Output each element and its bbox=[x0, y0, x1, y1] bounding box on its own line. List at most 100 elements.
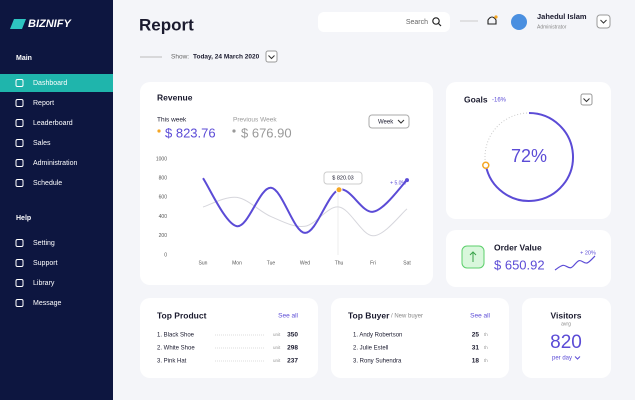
line-series bbox=[202, 177, 408, 234]
goals-card bbox=[446, 82, 611, 219]
nav-item[interactable]: Setting bbox=[33, 240, 55, 247]
highlight-point bbox=[335, 186, 343, 194]
top-buyer-card bbox=[331, 298, 509, 378]
row-count: 31 bbox=[472, 345, 480, 352]
nav-item[interactable]: Support bbox=[33, 260, 58, 267]
visitors-value: 820 bbox=[550, 332, 582, 353]
card-title: Revenue bbox=[157, 92, 193, 102]
row-count: 237 bbox=[287, 358, 298, 365]
row-name: 1. Andy Robertson bbox=[353, 333, 402, 339]
nav-item[interactable]: Leaderboard bbox=[33, 120, 73, 127]
row-unit: unit bbox=[273, 332, 281, 337]
goals-dropdown[interactable] bbox=[580, 93, 593, 106]
x-tick-label: Wed bbox=[300, 260, 310, 266]
y-tick-label: 0 bbox=[164, 252, 167, 258]
chevron bbox=[600, 19, 607, 24]
sidebar bbox=[0, 0, 113, 400]
user-name: Jahedul Islam bbox=[537, 12, 587, 21]
visitors-card bbox=[522, 298, 611, 378]
visitors-period: per day bbox=[552, 356, 572, 362]
row-unit: unit bbox=[273, 358, 281, 363]
row-name: 3. Pink Hat bbox=[157, 359, 187, 365]
nav-icon bbox=[15, 279, 24, 287]
card-title: Top Buyer bbox=[348, 310, 390, 320]
row-count: 350 bbox=[287, 332, 298, 339]
nav-item[interactable]: Report bbox=[33, 100, 54, 107]
logo-icon bbox=[10, 19, 26, 29]
search-icon bbox=[432, 17, 440, 25]
y-tick-label: 1000 bbox=[156, 156, 167, 162]
nav-icon bbox=[15, 259, 24, 267]
row-name: 2. White Shoe bbox=[157, 346, 195, 352]
nav-item[interactable]: Administration bbox=[33, 160, 77, 167]
show-label: Show: bbox=[171, 54, 189, 61]
row-unit: th bbox=[484, 332, 488, 337]
nav-icon bbox=[15, 179, 24, 187]
x-tick-label: Mon bbox=[232, 260, 242, 266]
search-placeholder: Search bbox=[406, 19, 428, 26]
see-all[interactable]: See all bbox=[278, 313, 298, 320]
active-highlight bbox=[0, 74, 113, 92]
notification-dot bbox=[494, 15, 498, 19]
x-tick-label: Sun bbox=[199, 260, 208, 266]
search-icon bbox=[438, 23, 442, 27]
end-point bbox=[405, 178, 409, 183]
row-count: 18 bbox=[472, 358, 480, 365]
period: Week bbox=[378, 120, 394, 126]
row-name: 2. Julie Estell bbox=[353, 346, 388, 352]
tooltip bbox=[323, 171, 363, 185]
nav-item[interactable]: Schedule bbox=[33, 180, 62, 187]
nav-icon bbox=[15, 119, 24, 127]
y-tick-label: 400 bbox=[159, 214, 168, 220]
nav-item[interactable]: Library bbox=[33, 280, 55, 287]
card-subtitle: avrg bbox=[561, 321, 571, 327]
page-title: Report bbox=[139, 15, 194, 34]
y-tick-label: 200 bbox=[159, 233, 168, 239]
value: $ 650.92 bbox=[494, 257, 545, 272]
card-title: Top Product bbox=[157, 310, 207, 320]
row-count: 25 bbox=[472, 332, 480, 339]
nav-item[interactable]: Message bbox=[33, 300, 62, 307]
section-heading: Help bbox=[16, 215, 31, 222]
nav-icon bbox=[15, 99, 24, 107]
see-all[interactable]: See all bbox=[470, 313, 490, 320]
period-dropdown[interactable] bbox=[368, 114, 410, 129]
date-dropdown[interactable] bbox=[265, 50, 278, 63]
nav-icon bbox=[15, 79, 24, 87]
section-heading: Main bbox=[16, 55, 32, 62]
change: + 20% bbox=[580, 250, 596, 256]
line-series bbox=[202, 196, 408, 237]
row-name: 1. Black Shoe bbox=[157, 333, 195, 339]
chevron bbox=[583, 98, 590, 103]
row-name: 3. Rony Suhendra bbox=[353, 359, 402, 365]
x-tick-label: Thu bbox=[335, 260, 344, 266]
goal-value: 72% bbox=[511, 146, 547, 166]
card-subtitle: / New buyer bbox=[391, 314, 423, 320]
x-tick-label: Tue bbox=[267, 260, 276, 266]
chevron bbox=[268, 55, 275, 60]
chevron bbox=[574, 356, 581, 360]
nav-icon bbox=[15, 299, 24, 307]
user-dropdown[interactable] bbox=[596, 14, 611, 29]
nav-item[interactable]: Sales bbox=[33, 140, 51, 147]
brand: BIZNIFY bbox=[28, 18, 72, 30]
x-tick-label: Sat bbox=[403, 260, 411, 266]
bell-icon[interactable] bbox=[487, 16, 497, 25]
row-unit: unit bbox=[273, 345, 281, 350]
label: Previous Week bbox=[233, 117, 277, 124]
chevron bbox=[397, 119, 405, 124]
sparkline bbox=[554, 255, 596, 271]
nav-icon bbox=[15, 139, 24, 147]
arrow-up bbox=[469, 251, 477, 262]
nav-icon bbox=[15, 159, 24, 167]
x-tick-label: Fri bbox=[370, 260, 376, 266]
nav-item[interactable]: Dashboard bbox=[33, 80, 67, 87]
avatar[interactable] bbox=[511, 14, 527, 30]
search-box[interactable] bbox=[318, 12, 450, 32]
card-title: Goals bbox=[464, 94, 488, 104]
show-value: Today, 24 March 2020 bbox=[193, 54, 260, 61]
goal-end bbox=[482, 161, 490, 169]
card-title: Order Value bbox=[494, 242, 542, 252]
change-label: + 5.0% bbox=[390, 180, 406, 186]
row-unit: th bbox=[484, 345, 488, 350]
